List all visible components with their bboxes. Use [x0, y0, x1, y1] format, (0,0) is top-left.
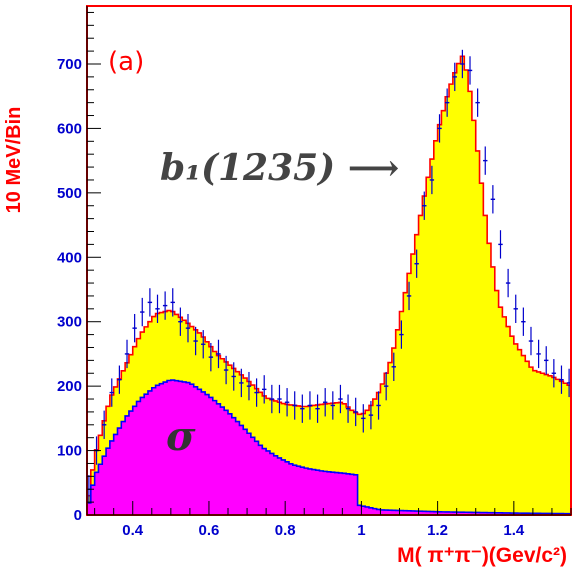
y-tick-label: 700 [57, 56, 82, 73]
data-point [452, 62, 457, 92]
sigma-histogram [87, 379, 571, 515]
y-tick-label: 0 [74, 507, 82, 524]
data-point [544, 346, 549, 375]
data-point [345, 394, 351, 423]
y-tick-label: 100 [57, 443, 82, 460]
data-point [376, 391, 381, 420]
y-tick-label: 500 [57, 185, 82, 202]
data-point [322, 388, 328, 417]
y-tick-label: 400 [57, 249, 82, 266]
data-point [505, 268, 511, 298]
y-axis-title: 10 MeV/Bin [3, 107, 25, 214]
data-point [498, 230, 503, 259]
data-point [124, 339, 130, 369]
y-tick-label: 300 [57, 314, 82, 331]
panel-label: (a) [108, 47, 144, 77]
data-point [353, 397, 358, 427]
data-point [521, 307, 526, 336]
b1-annotation: b₁(1235) ⟶ [160, 147, 399, 189]
data-point [383, 371, 389, 401]
data-point [429, 165, 435, 195]
data-point [437, 114, 442, 143]
data-point [185, 313, 191, 343]
data-point [155, 294, 160, 323]
data-point [467, 56, 473, 85]
data-point [330, 391, 336, 420]
data-point [559, 365, 564, 394]
sigma-annotation: σ [166, 413, 196, 460]
data-point [269, 384, 275, 414]
data-point [193, 326, 198, 356]
data-point [444, 88, 450, 117]
data-point [307, 391, 313, 420]
data-point [208, 342, 214, 372]
data-point [422, 191, 427, 220]
x-tick-label: 0.8 [275, 522, 296, 539]
data-point [147, 288, 153, 317]
data-point [201, 330, 206, 359]
data-point [361, 404, 366, 433]
data-point [170, 288, 175, 317]
data-point [246, 371, 252, 401]
data-point [490, 185, 496, 214]
data-point [315, 394, 320, 423]
x-tick-label: 1.4 [503, 522, 525, 539]
data-point [140, 297, 145, 327]
x-tick-label: 0.4 [122, 522, 144, 539]
x-tick-label: 0.6 [199, 522, 220, 539]
data-point [277, 384, 282, 414]
data-point [300, 394, 305, 423]
data-point [262, 375, 267, 404]
data-point [368, 400, 374, 430]
x-tick-label: 1.2 [427, 522, 448, 539]
data-point [414, 249, 419, 278]
data-point [162, 291, 168, 320]
y-tick-label: 200 [57, 378, 82, 395]
data-point [338, 384, 343, 414]
data-point [536, 339, 541, 369]
x-tick-label: 1 [357, 522, 365, 539]
x-axis-title: M( π⁺π⁻)(Gev/c²) [397, 544, 567, 567]
y-tick-label: 600 [57, 120, 82, 137]
data-point [109, 378, 114, 407]
data-point [254, 378, 259, 407]
data-point [475, 88, 480, 117]
data-point [216, 339, 221, 369]
data-point [460, 49, 465, 79]
data-point [178, 307, 183, 336]
data-point [231, 362, 236, 391]
data-point [284, 388, 290, 417]
data-point [391, 352, 396, 381]
data-point [101, 410, 107, 439]
data-point [528, 326, 534, 356]
data-point [513, 294, 518, 323]
data-point [399, 320, 404, 349]
data-point [292, 391, 297, 420]
data-point [406, 281, 412, 311]
data-point [132, 313, 137, 343]
data-point [551, 359, 557, 388]
data-point [483, 146, 488, 175]
data-point [239, 368, 244, 398]
data-point [117, 365, 122, 394]
data-point [223, 355, 229, 385]
